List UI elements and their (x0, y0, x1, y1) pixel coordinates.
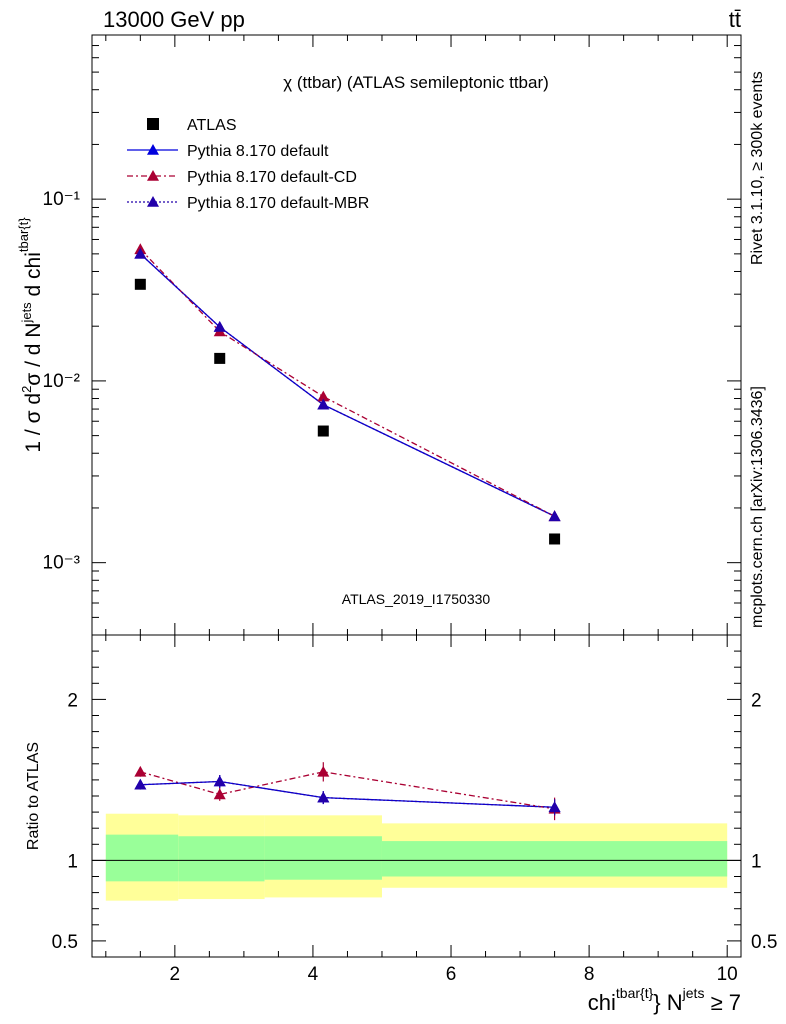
y-tick-label-right: 0.5 (751, 932, 777, 953)
main-panel: 10⁻³ 10⁻² 10⁻¹ χ (ttbar) (ATLAS semilepton… (16, 34, 742, 636)
y-axis-label-part: d chi (22, 252, 45, 302)
ratio-plot-area: 2 4 6 8 10 0.5 0.5 1 1 2 2 (52, 635, 777, 985)
x-tick-label: 2 (170, 964, 181, 985)
y-axis-label-part: 2 (19, 386, 34, 393)
y-tick-label: 2 (67, 690, 78, 711)
series-line-1 (139, 253, 555, 517)
uncertainty-band-green (381, 841, 728, 877)
legend-label: Pythia 8.170 default-MBR (187, 195, 369, 212)
x-tick-label: 10 (717, 964, 738, 985)
ratio-point-1 (317, 765, 330, 777)
y-axis-label-part: σ / d N (22, 323, 45, 386)
x-axis-label-part: } N (653, 990, 682, 1015)
main-watermark: ATLAS_2019_I1750330 (342, 591, 491, 607)
x-axis-label-part: ≥ 7 (704, 990, 741, 1015)
ratio-point-2 (134, 778, 147, 790)
x-axis-label-part: chi (588, 990, 616, 1015)
y-axis-label-part: jets (19, 302, 34, 324)
main-y-axis-label: 1 / σ d2σ / d Njets d chitbar{t} (16, 217, 45, 453)
main-title: χ (ttbar) (ATLAS semileptonic ttbar) (283, 73, 549, 92)
ratio-panel: 2 4 6 8 10 0.5 0.5 1 1 2 2 Ratio to ATLAS chitbar{… (25, 634, 777, 1015)
y-tick-label-right: 2 (751, 690, 762, 711)
uncertainty-band-green (264, 836, 382, 880)
y-tick-label: 1 (67, 851, 78, 872)
data-point-atlas (317, 425, 329, 437)
legend-marker (147, 196, 159, 207)
header-right: tt̄ (729, 7, 741, 32)
legend-label: ATLAS (187, 117, 237, 134)
ratio-point-1 (134, 765, 147, 777)
uncertainty-band-green (105, 834, 179, 882)
x-tick-label: 6 (446, 964, 457, 985)
ratio-point-2 (213, 775, 226, 787)
y-axis-label-part: tbar{t} (16, 217, 31, 252)
data-point-3 (548, 510, 561, 522)
y-axis-label-part: 1 / σ d (22, 393, 45, 453)
ratio-line-2 (140, 780, 555, 808)
data-point-atlas (549, 533, 561, 545)
legend-marker (147, 144, 159, 155)
ratio-line-1 (140, 771, 555, 810)
x-axis-label-text: chitbar{t}} Njets ≥ 7 (588, 985, 741, 1015)
y-axis-label-text: 1 / σ d2σ / d Njets d chitbar{t} (16, 217, 45, 453)
x-axis-label: chitbar{t}} Njets ≥ 7 (588, 985, 741, 1015)
data-point-atlas (134, 278, 146, 290)
x-axis-label-part: jets (682, 985, 705, 1001)
mcplots-label: mcplots.cern.ch [arXiv:1306.3436] (749, 386, 766, 628)
y-tick-label: 10⁻³ (43, 553, 81, 574)
rivet-label: Rivet 3.1.10, ≥ 300k events (749, 71, 766, 265)
data-point-3 (134, 247, 147, 259)
ratio-y-axis-label: Ratio to ATLAS (25, 742, 42, 850)
data-point-atlas (214, 352, 226, 364)
ratio-panel-frame (91, 634, 742, 958)
x-tick-label: 4 (308, 964, 319, 985)
main-plot-area: 10⁻³ 10⁻² 10⁻¹ (43, 34, 741, 636)
y-tick-label: 0.5 (52, 932, 78, 953)
data-point-3 (213, 320, 226, 332)
series-line-3 (139, 253, 555, 517)
data-point-2 (317, 390, 330, 402)
ratio-point-2 (548, 801, 561, 813)
data-point-3 (317, 398, 330, 410)
x-axis-label-part: tbar{t} (616, 985, 654, 1001)
legend-label: Pythia 8.170 default-CD (187, 169, 357, 186)
legend-marker (147, 170, 159, 181)
legend-marker-atlas (147, 118, 159, 130)
y-tick-label-right: 1 (751, 851, 762, 872)
y-tick-label: 10⁻² (43, 371, 81, 392)
ratio-point-2 (317, 791, 330, 803)
ratio-point-1 (213, 788, 226, 800)
uncertainty-band-green (178, 836, 265, 882)
legend: ATLAS Pythia 8.170 default Pythia 8.170 de… (127, 117, 369, 212)
legend-label: Pythia 8.170 default (187, 143, 329, 160)
header-left: 13000 GeV pp (103, 7, 245, 32)
ratio-line-0 (140, 780, 555, 808)
series-line-2 (139, 248, 555, 517)
x-tick-label: 8 (584, 964, 595, 985)
y-tick-label: 10⁻¹ (43, 189, 81, 210)
